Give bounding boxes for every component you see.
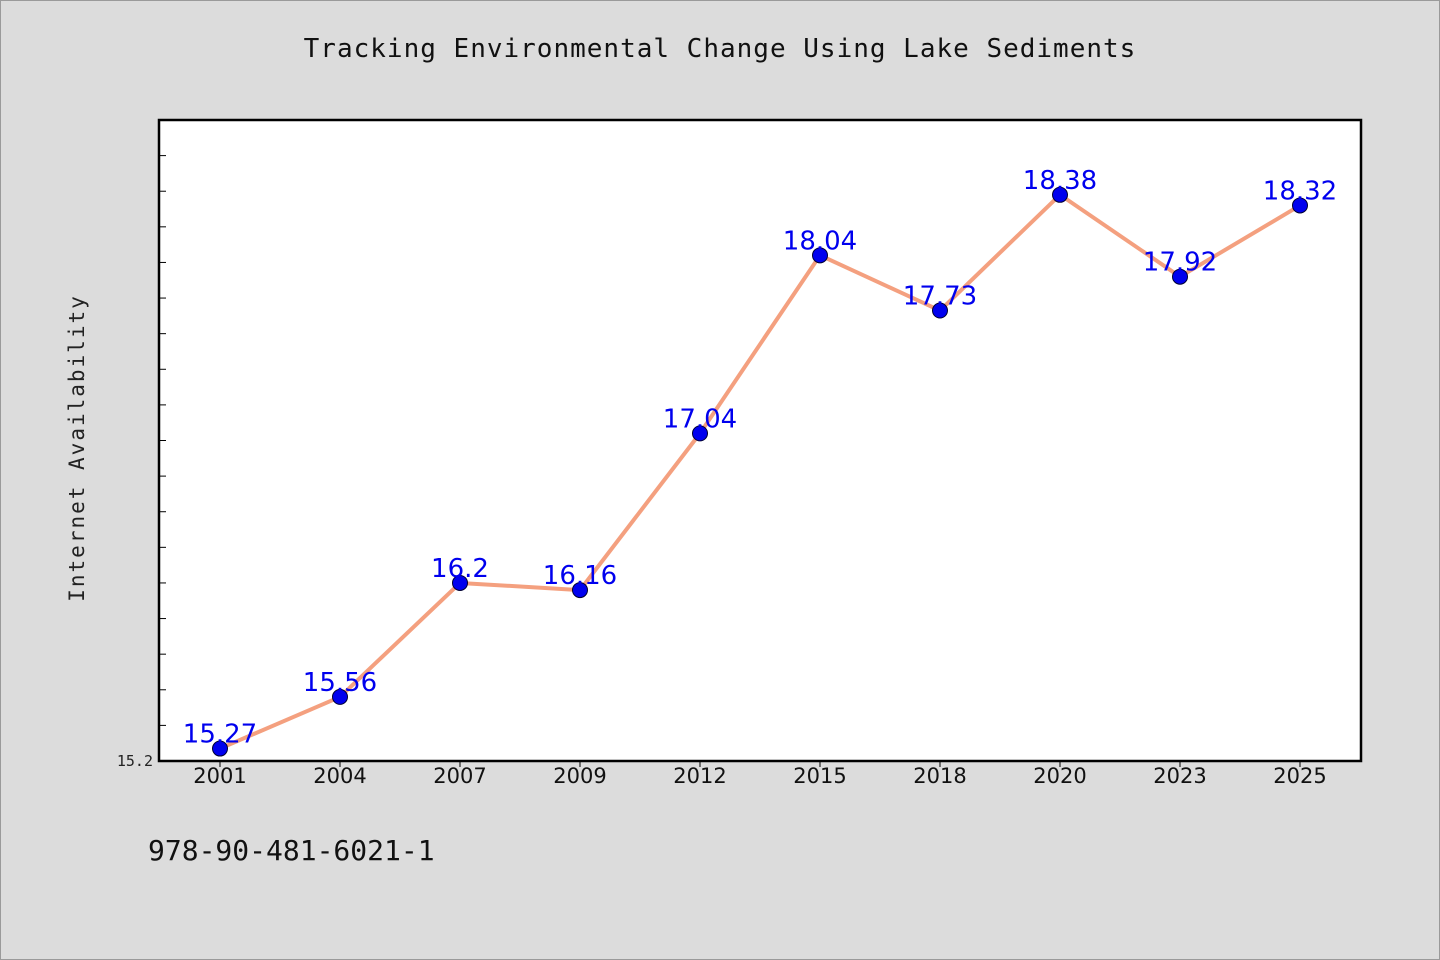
x-tick-label: 2001	[193, 764, 246, 788]
data-point	[332, 688, 348, 705]
data-point	[212, 740, 228, 757]
data-label: 18.38	[1023, 166, 1097, 196]
x-tick-label: 2004	[313, 764, 366, 788]
x-tick-label: 2009	[553, 764, 606, 788]
footer-code: 978-90-481-6021-1	[148, 834, 435, 867]
data-point	[452, 574, 468, 591]
series-line	[218, 192, 1302, 751]
data-label: 17.73	[903, 282, 977, 312]
chart-title: Tracking Environmental Change Using Lake…	[303, 34, 1137, 64]
data-label: 18.32	[1263, 176, 1337, 206]
data-label: 16.2	[431, 554, 489, 584]
data-label: 17.04	[663, 404, 737, 434]
plot-area	[157, 118, 1363, 763]
x-tick-label: 2025	[1273, 764, 1326, 788]
data-point	[1292, 197, 1308, 214]
x-tick-label: 2012	[673, 764, 726, 788]
data-label: 15.56	[303, 668, 377, 698]
y-tick-label: 15.2	[117, 752, 153, 770]
data-label: 15.27	[183, 720, 257, 750]
data-label: 18.04	[783, 226, 857, 256]
data-point	[1052, 186, 1068, 203]
x-tick-label: 2018	[913, 764, 966, 788]
data-point	[1172, 268, 1188, 285]
x-tick-label: 2007	[433, 764, 486, 788]
data-point	[812, 247, 828, 264]
x-tick-label: 2020	[1033, 764, 1086, 788]
x-tick-label: 2023	[1153, 764, 1206, 788]
data-point	[932, 302, 948, 319]
data-point	[692, 425, 708, 442]
data-point	[572, 582, 588, 599]
x-tick-label: 2015	[793, 764, 846, 788]
data-label: 16.16	[543, 561, 617, 591]
data-label: 17.92	[1143, 248, 1217, 278]
